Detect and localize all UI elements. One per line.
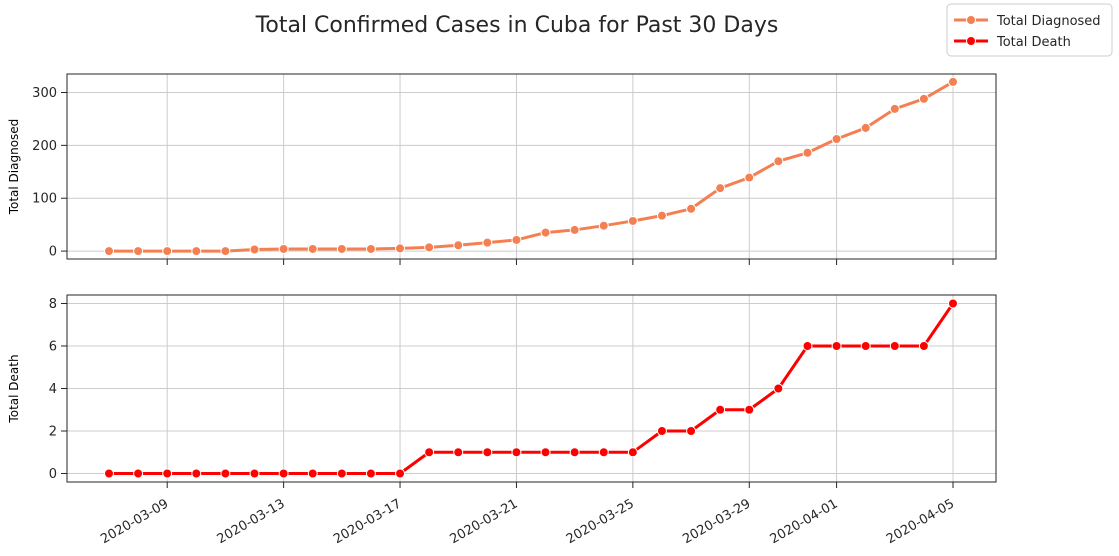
x-tick-label: 2020-03-29 bbox=[680, 496, 753, 547]
series-line bbox=[107, 80, 955, 253]
legend-frame bbox=[946, 3, 1113, 57]
data-point bbox=[744, 404, 755, 415]
data-point bbox=[307, 243, 318, 254]
data-point bbox=[918, 93, 929, 104]
data-point bbox=[220, 246, 231, 257]
data-point bbox=[365, 243, 376, 254]
x-tick-label: 2020-03-25 bbox=[564, 496, 637, 547]
data-point bbox=[191, 468, 202, 479]
data-point bbox=[860, 341, 871, 351]
x-tick-label: 2020-04-05 bbox=[884, 496, 957, 547]
data-point bbox=[686, 203, 697, 214]
x-tick-label: 2020-03-13 bbox=[215, 496, 288, 547]
legend-label-death: Total Death bbox=[996, 35, 1071, 50]
data-point bbox=[453, 240, 464, 251]
chart-title: Total Confirmed Cases in Cuba for Past 3… bbox=[255, 13, 779, 38]
data-point bbox=[278, 468, 289, 479]
data-point bbox=[307, 468, 318, 479]
data-point bbox=[715, 404, 726, 415]
diagnosed-panel: 0 100 200 300 Total Diagnosed bbox=[7, 73, 997, 265]
y-tick-label: 4 bbox=[49, 382, 57, 397]
data-point bbox=[598, 447, 609, 458]
data-point bbox=[948, 298, 958, 309]
data-point bbox=[336, 468, 347, 479]
y-tick-label: 2 bbox=[49, 425, 57, 440]
death-panel: 0 2 4 6 8 Total Death bbox=[7, 294, 997, 488]
data-point bbox=[540, 447, 551, 458]
data-point bbox=[511, 234, 522, 245]
data-point bbox=[948, 76, 958, 87]
data-point bbox=[191, 246, 202, 257]
data-point bbox=[162, 246, 173, 257]
data-point bbox=[249, 244, 260, 255]
data-point bbox=[744, 172, 755, 183]
data-point bbox=[773, 383, 784, 394]
data-point bbox=[453, 447, 464, 458]
y-tick-label: 300 bbox=[32, 86, 57, 101]
data-point bbox=[860, 122, 871, 133]
x-tick-labels: 2020-03-09 2020-03-13 2020-03-17 2020-03-21… bbox=[98, 496, 957, 547]
data-point bbox=[802, 147, 813, 158]
data-point bbox=[598, 220, 609, 231]
data-point bbox=[540, 227, 551, 238]
legend: Total Diagnosed Total Death bbox=[946, 3, 1113, 57]
data-point bbox=[686, 426, 697, 436]
data-point bbox=[773, 156, 784, 167]
data-point bbox=[482, 237, 493, 248]
x-tick-label: 2020-03-17 bbox=[331, 496, 404, 547]
y-tick-label: 8 bbox=[49, 297, 57, 312]
data-point bbox=[889, 341, 900, 351]
y-axis-label: Total Diagnosed bbox=[7, 119, 21, 216]
y-axis-label: Total Death bbox=[7, 354, 21, 423]
legend-marker-death bbox=[966, 36, 976, 46]
legend-label-diagnosed: Total Diagnosed bbox=[996, 14, 1101, 29]
data-point bbox=[133, 468, 144, 479]
data-point bbox=[511, 447, 522, 458]
data-point bbox=[424, 447, 435, 458]
x-tick-label: 2020-03-09 bbox=[98, 496, 171, 547]
x-tick-label: 2020-03-21 bbox=[448, 496, 521, 547]
data-point bbox=[278, 243, 289, 254]
y-tick-label: 200 bbox=[32, 139, 57, 154]
data-point bbox=[656, 210, 667, 221]
legend-marker-diagnosed bbox=[966, 15, 976, 25]
y-tick-label: 100 bbox=[32, 192, 57, 207]
data-point bbox=[802, 341, 813, 351]
data-point bbox=[918, 341, 929, 351]
plot-frame bbox=[66, 73, 997, 260]
data-point bbox=[365, 468, 376, 479]
data-point bbox=[133, 246, 144, 257]
x-tick-label: 2020-04-01 bbox=[768, 496, 841, 547]
y-tick-label: 0 bbox=[49, 245, 57, 260]
data-point bbox=[104, 468, 114, 479]
data-point bbox=[249, 468, 260, 479]
data-point bbox=[627, 215, 638, 226]
data-point bbox=[889, 103, 900, 114]
data-point bbox=[569, 447, 580, 458]
data-point bbox=[831, 341, 842, 351]
data-point bbox=[715, 183, 726, 194]
data-point bbox=[395, 243, 406, 254]
data-point bbox=[656, 426, 667, 436]
data-point bbox=[162, 468, 173, 479]
data-point bbox=[424, 242, 435, 253]
data-point bbox=[220, 468, 231, 479]
y-tick-label: 0 bbox=[49, 467, 57, 482]
y-tick-label: 6 bbox=[49, 340, 57, 355]
data-point bbox=[831, 134, 842, 145]
data-point bbox=[569, 224, 580, 235]
data-point bbox=[627, 447, 638, 458]
data-point bbox=[482, 447, 493, 458]
data-point bbox=[395, 468, 406, 479]
data-point bbox=[104, 246, 114, 257]
data-point bbox=[336, 243, 347, 254]
